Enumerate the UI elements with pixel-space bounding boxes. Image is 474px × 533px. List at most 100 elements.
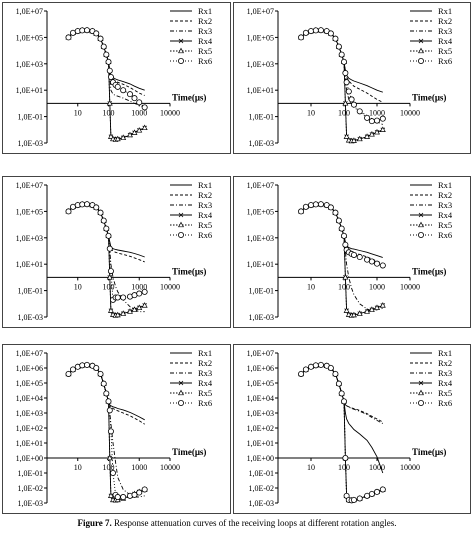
- legend-marker: [418, 212, 424, 218]
- data-point-rx6: [335, 217, 342, 224]
- legend-label: Rx6: [198, 56, 212, 66]
- y-tick-label: 1,0E+07: [247, 349, 274, 358]
- data-point-rx6: [114, 83, 121, 90]
- legend-label: Rx3: [438, 368, 452, 378]
- legend-marker: [417, 58, 424, 65]
- data-point-rx6: [298, 208, 305, 215]
- y-tick-label: 1,0E+03: [16, 234, 43, 243]
- data-point-rx6: [298, 370, 305, 377]
- series-line-rx5: [68, 364, 145, 501]
- data-point-rx6: [84, 201, 91, 208]
- data-point-rx6: [97, 209, 104, 216]
- data-point-rx6: [105, 58, 112, 65]
- data-point-rx6: [373, 488, 380, 495]
- y-tick-label: 1,0E+05: [247, 33, 274, 42]
- data-point-rx6: [84, 27, 91, 34]
- legend-label: Rx1: [198, 6, 212, 16]
- data-point-rx6: [69, 366, 76, 373]
- data-point-rx5: [379, 126, 386, 132]
- legend-label: Rx3: [198, 368, 212, 378]
- x-axis-label: Time(μs): [412, 447, 446, 457]
- data-point-rx5: [127, 308, 133, 314]
- data-point-rx6: [136, 99, 143, 106]
- data-point-rx6: [327, 204, 334, 211]
- chart-panel-4: 1,0E+07 1,0E+05 1,0E+03 1,0E+01 1,0E-01 1,0E-…: [233, 176, 471, 328]
- data-point-rx6: [105, 232, 112, 239]
- y-tick-label: 1,0E-01: [248, 287, 274, 296]
- data-point-rx6: [335, 380, 342, 387]
- data-point-rx6: [327, 30, 334, 37]
- legend-marker: [418, 380, 424, 386]
- y-tick-label: 1,0E+00: [247, 454, 274, 463]
- legend-marker: [418, 47, 424, 54]
- data-point-rx6: [302, 29, 309, 36]
- data-point-rx5: [106, 274, 113, 280]
- x-tick-label: 1000: [369, 108, 385, 117]
- legend-marker: [418, 221, 424, 228]
- data-point-rx6: [65, 34, 72, 41]
- data-point-rx6: [97, 370, 104, 377]
- chart-svg-2: 1,0E+07 1,0E+05 1,0E+03 1,0E+01 1,0E-01 1,0E-…: [247, 6, 453, 148]
- chart-svg-5: 1,0E+07 1,0E+06 1,0E+05 1,0E+04 1,0E+03 1,0E+…: [16, 348, 213, 508]
- legend-label: Rx2: [198, 16, 212, 26]
- legend-marker: [177, 58, 184, 65]
- data-point-rx6: [120, 294, 127, 301]
- x-tick-label: 10000: [400, 282, 420, 291]
- data-point-rx6: [93, 30, 100, 37]
- x-tick-label: 1000: [131, 282, 147, 291]
- legend-label: Rx5: [438, 46, 452, 56]
- legend-marker: [178, 38, 184, 44]
- y-tick-label: 1,0E+07: [16, 181, 43, 190]
- y-tick-label: 1,0E+03: [16, 409, 43, 418]
- data-point-rx6: [364, 256, 371, 263]
- data-point-rx6: [114, 494, 121, 501]
- x-tick-label: 10: [307, 282, 315, 291]
- y-tick-label: 1,0E+06: [247, 364, 274, 373]
- data-point-rx5: [114, 135, 121, 142]
- x-tick-label: 1000: [131, 108, 147, 117]
- data-point-rx6: [356, 254, 363, 261]
- legend-marker: [417, 400, 424, 407]
- data-point-rx6: [332, 35, 339, 42]
- legend-label: Rx5: [198, 220, 212, 230]
- data-point-rx5: [350, 311, 357, 318]
- y-tick-label: 1,0E+04: [16, 394, 43, 403]
- y-tick-label: 1,0E+07: [247, 7, 274, 16]
- data-point-rx6: [93, 204, 100, 211]
- legend-label: Rx6: [438, 398, 452, 408]
- legend-label: Rx4: [438, 378, 453, 388]
- data-point-rx6: [131, 491, 138, 498]
- legend-label: Rx3: [198, 26, 212, 36]
- data-point-rx6: [368, 258, 375, 265]
- data-point-rx6: [126, 91, 133, 98]
- data-point-rx6: [103, 390, 110, 397]
- y-tick-label: 1,0E-03: [248, 313, 274, 322]
- series-line-rx6: [300, 364, 383, 501]
- legend-label: Rx6: [198, 398, 212, 408]
- data-point-rx6: [100, 217, 107, 224]
- data-point-rx6: [338, 390, 345, 397]
- y-tick-label: 1,0E+01: [247, 260, 274, 269]
- x-axis-label: Time(μs): [172, 266, 206, 276]
- y-tick-label: 1,0E-03: [248, 139, 274, 148]
- data-point-rx5: [356, 310, 363, 316]
- series-line-rx2: [300, 203, 383, 265]
- data-point-rx5: [136, 304, 143, 310]
- data-point-rx5: [106, 454, 113, 461]
- data-point-rx5: [342, 274, 349, 280]
- data-point-rx6: [312, 27, 319, 34]
- legend-label: Rx3: [438, 200, 452, 210]
- data-point-rx6: [93, 364, 100, 371]
- series-line-rx5: [300, 29, 383, 142]
- data-point-rx6: [65, 208, 72, 215]
- y-tick-label: 1,0E+03: [247, 234, 274, 243]
- data-point-rx5: [120, 134, 127, 140]
- series-line-rx5: [68, 203, 145, 316]
- legend-label: Rx2: [438, 16, 452, 26]
- data-point-rx6: [141, 104, 148, 111]
- x-tick-label: 10: [74, 282, 82, 291]
- legend-label: Rx4: [438, 36, 453, 46]
- data-point-rx5: [364, 308, 371, 314]
- y-tick-label: 1,0E+02: [247, 424, 274, 433]
- data-point-rx6: [97, 35, 104, 42]
